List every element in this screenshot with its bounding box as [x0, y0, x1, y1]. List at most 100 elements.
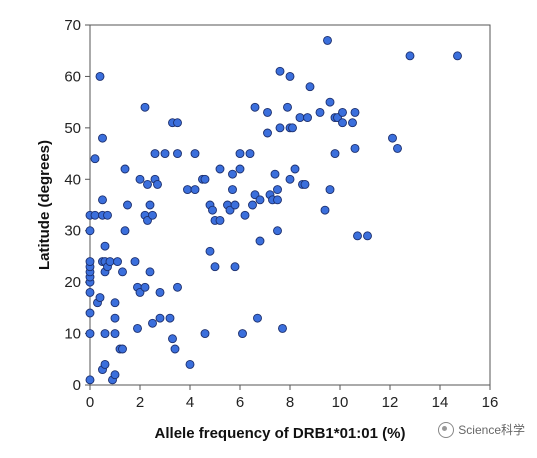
- y-tick-label: 10: [64, 326, 81, 343]
- data-point: [348, 118, 357, 128]
- data-point: [253, 313, 262, 323]
- data-point: [105, 257, 115, 267]
- data-point: [100, 241, 110, 251]
- data-point: [118, 267, 127, 277]
- y-tick-label: 50: [64, 120, 81, 137]
- x-tick-label: 2: [136, 394, 144, 411]
- data-point: [200, 329, 210, 339]
- data-point: [110, 298, 120, 308]
- data-point: [133, 323, 142, 333]
- y-tick-label: 60: [64, 68, 81, 85]
- data-point: [285, 174, 295, 184]
- data-point: [123, 200, 132, 210]
- x-tick-label: 10: [332, 394, 349, 411]
- data-point: [330, 149, 340, 159]
- data-point: [135, 174, 145, 184]
- data-point: [230, 262, 240, 272]
- data-point: [300, 179, 310, 189]
- data-point: [278, 323, 287, 333]
- data-point: [215, 215, 225, 225]
- data-point: [290, 164, 300, 174]
- data-point: [168, 334, 177, 344]
- data-point: [363, 231, 372, 241]
- data-point: [148, 318, 157, 328]
- data-point: [238, 329, 247, 339]
- data-point: [190, 185, 200, 195]
- data-point: [100, 359, 110, 369]
- data-point: [275, 123, 285, 133]
- data-point: [190, 149, 200, 159]
- data-point: [90, 154, 100, 164]
- data-point: [275, 66, 285, 76]
- data-point: [230, 200, 240, 210]
- data-point: [228, 169, 237, 179]
- y-tick-label: 70: [64, 17, 81, 34]
- y-tick-label: 20: [64, 274, 81, 291]
- data-point: [320, 205, 330, 215]
- data-point: [405, 51, 415, 61]
- data-point: [235, 164, 245, 174]
- data-point: [143, 179, 152, 189]
- data-point: [353, 231, 362, 241]
- data-point: [250, 102, 260, 112]
- data-point: [165, 313, 175, 323]
- data-point: [85, 287, 95, 297]
- data-point: [388, 133, 397, 143]
- y-tick-label: 40: [64, 171, 81, 188]
- data-point: [98, 195, 107, 205]
- data-point: [145, 267, 155, 277]
- data-point: [210, 262, 220, 272]
- x-tick-label: 12: [382, 394, 399, 411]
- data-point: [228, 185, 237, 195]
- data-point: [270, 169, 280, 179]
- data-point: [200, 174, 210, 184]
- data-point: [85, 257, 95, 267]
- data-point: [453, 51, 462, 61]
- data-point: [140, 102, 150, 112]
- data-point: [90, 210, 100, 220]
- data-point: [95, 71, 105, 81]
- data-point: [95, 293, 105, 303]
- watermark: Science科学: [438, 421, 525, 438]
- data-point: [183, 185, 192, 195]
- data-point: [173, 282, 182, 292]
- data-point: [153, 179, 162, 189]
- data-point: [273, 185, 282, 195]
- x-tick-label: 16: [482, 394, 499, 411]
- data-point: [273, 226, 282, 236]
- data-point: [315, 107, 325, 117]
- data-points: [85, 35, 462, 385]
- data-point: [155, 313, 165, 323]
- data-point: [350, 143, 360, 153]
- data-point: [103, 210, 112, 220]
- x-tick-label: 14: [432, 394, 449, 411]
- x-tick-label: 0: [86, 394, 94, 411]
- data-point: [305, 82, 315, 92]
- data-point: [140, 282, 150, 292]
- data-point: [150, 149, 160, 159]
- data-point: [393, 143, 402, 153]
- data-point: [255, 195, 265, 205]
- y-tick-label: 0: [73, 377, 81, 394]
- data-point: [323, 35, 332, 45]
- data-point: [338, 107, 347, 117]
- data-point: [110, 313, 120, 323]
- data-point: [120, 226, 130, 236]
- x-axis-ticks: 0 2 4 6 8 10 12 14 16: [86, 385, 499, 411]
- data-point: [205, 246, 215, 256]
- data-point: [303, 113, 312, 123]
- y-axis-ticks: 0 10 20 30 40 50 60 70: [64, 17, 90, 394]
- data-point: [170, 344, 180, 354]
- data-point: [130, 257, 140, 267]
- data-point: [110, 370, 120, 380]
- y-axis-title: Latitude (degrees): [36, 140, 53, 270]
- data-point: [160, 149, 170, 159]
- x-tick-label: 8: [286, 394, 294, 411]
- data-point: [98, 133, 107, 143]
- data-point: [113, 257, 122, 267]
- data-point: [263, 128, 272, 138]
- data-point: [173, 149, 182, 159]
- x-tick-label: 6: [236, 394, 244, 411]
- data-point: [118, 344, 127, 354]
